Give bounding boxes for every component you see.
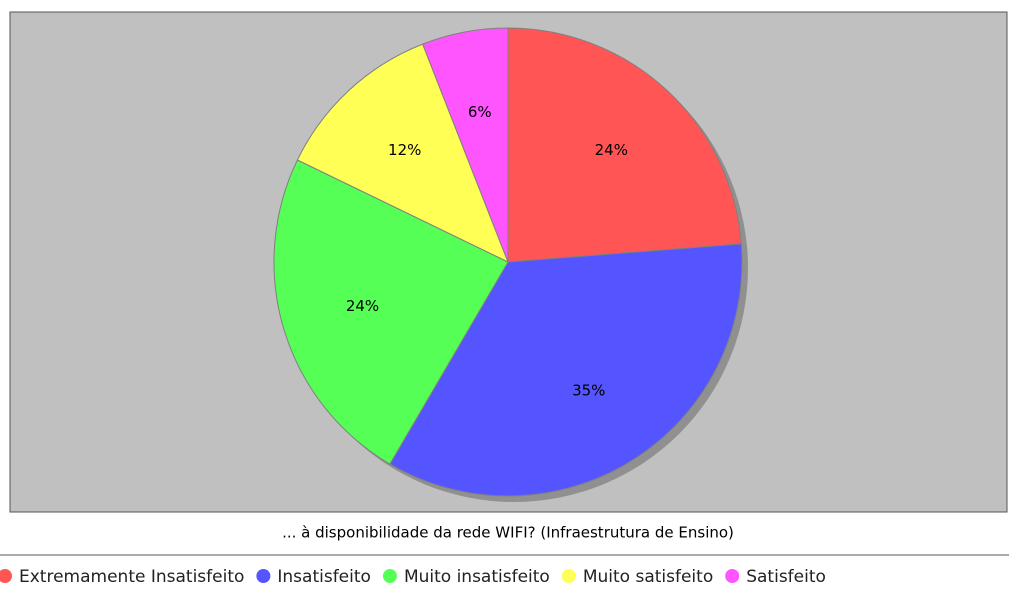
pie-slice xyxy=(296,43,509,264)
legend-swatch xyxy=(382,569,397,583)
legend-label: Insatisfeito xyxy=(277,567,371,587)
legend-label: Muito insatisfeito xyxy=(404,567,550,587)
pie-slice xyxy=(507,27,742,263)
legend-swatch xyxy=(725,569,740,583)
slice-label: 35% xyxy=(572,381,605,399)
pie-slice xyxy=(273,159,509,465)
legend-swatch xyxy=(0,569,12,583)
pie-slice xyxy=(389,243,743,497)
slice-label: 6% xyxy=(468,103,492,121)
pie-slice xyxy=(422,27,509,263)
legend-label: Extremamente Insatisfeito xyxy=(19,567,244,587)
legend-label: Satisfeito xyxy=(746,567,826,587)
legend-swatch xyxy=(256,569,271,583)
legend-swatch xyxy=(561,569,576,583)
slice-label: 24% xyxy=(595,141,628,159)
slice-label: 12% xyxy=(388,141,421,159)
legend-label: Muito satisfeito xyxy=(583,567,713,587)
slice-label: 24% xyxy=(346,297,379,315)
chart-title: ... à disponibilidade da rede WIFI? (Inf… xyxy=(282,524,734,542)
